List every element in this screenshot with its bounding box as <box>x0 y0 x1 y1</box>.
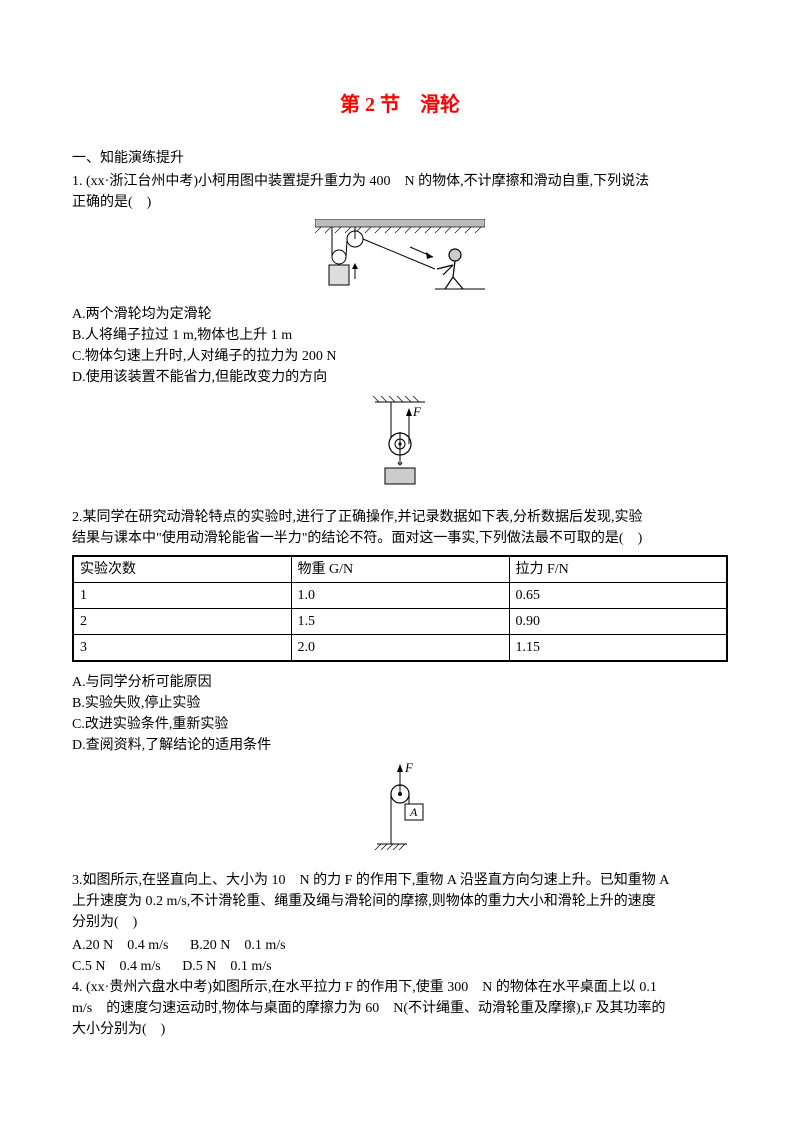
section-heading: 一、知能演练提升 <box>72 148 728 169</box>
q1-stem-line2: 正确的是( ) <box>72 192 728 213</box>
q1-option-a: A.两个滑轮均为定滑轮 <box>72 304 728 325</box>
q2-th-1: 实验次数 <box>73 556 291 583</box>
q3-option-d: D.5 N 0.1 m/s <box>182 956 271 977</box>
q3-option-a: A.20 N 0.4 m/s <box>72 935 168 956</box>
q2-r2c2: 1.5 <box>291 609 509 635</box>
q3-option-c: C.5 N 0.4 m/s <box>72 956 161 977</box>
q4-stem-line1: 4. (xx·贵州六盘水中考)如图所示,在水平拉力 F 的作用下,使重 300 … <box>72 977 728 998</box>
q3-stem-line3: 分别为( ) <box>72 912 728 933</box>
q1-option-b: B.人将绳子拉过 1 m,物体也上升 1 m <box>72 325 728 346</box>
q2-figure: F <box>72 394 728 501</box>
q2-r1c2: 1.0 <box>291 583 509 609</box>
q2-option-d: D.查阅资料,了解结论的适用条件 <box>72 735 728 756</box>
q3-force-label: F <box>404 762 414 775</box>
q2-option-a: A.与同学分析可能原因 <box>72 672 728 693</box>
q1-option-c: C.物体匀速上升时,人对绳子的拉力为 200 N <box>72 346 728 367</box>
q2-option-c: C.改进实验条件,重新实验 <box>72 714 728 735</box>
q3-stem-line2: 上升速度为 0.2 m/s,不计滑轮重、绳重及绳与滑轮间的摩擦,则物体的重力大小… <box>72 891 728 912</box>
q2-th-3: 拉力 F/N <box>509 556 727 583</box>
q3-stem-line1: 3.如图所示,在竖直向上、大小为 10 N 的力 F 的作用下,重物 A 沿竖直… <box>72 870 728 891</box>
q2-r1c1: 1 <box>73 583 291 609</box>
q4-stem-line3: 大小分别为( ) <box>72 1019 728 1040</box>
q2-r2c3: 0.90 <box>509 609 727 635</box>
q1-stem-line1: 1. (xx·浙江台州中考)小柯用图中装置提升重力为 400 N 的物体,不计摩… <box>72 171 728 192</box>
q2-r3c2: 2.0 <box>291 635 509 662</box>
q3-option-b: B.20 N 0.1 m/s <box>190 935 286 956</box>
q2-stem-line1: 2.某同学在研究动滑轮特点的实验时,进行了正确操作,并记录数据如下表,分析数据后… <box>72 507 728 528</box>
q2-option-b: B.实验失败,停止实验 <box>72 693 728 714</box>
q3-figure: F A <box>72 762 728 864</box>
q1-option-d: D.使用该装置不能省力,但能改变力的方向 <box>72 367 728 388</box>
q2-stem-line2: 结果与课本中"使用动滑轮能省一半力"的结论不符。面对这一事实,下列做法最不可取的… <box>72 528 728 549</box>
force-label-f: F <box>412 404 422 419</box>
q4-stem-line2: m/s 的速度匀速运动时,物体与桌面的摩擦力为 60 N(不计绳重、动滑轮重及摩… <box>72 998 728 1019</box>
q2-r1c3: 0.65 <box>509 583 727 609</box>
q2-r2c1: 2 <box>73 609 291 635</box>
q2-th-2: 物重 G/N <box>291 556 509 583</box>
page-title: 第 2 节 滑轮 <box>72 90 728 120</box>
q1-figure <box>72 219 728 298</box>
q2-table: 实验次数 物重 G/N 拉力 F/N 1 1.0 0.65 2 1.5 0.90… <box>72 555 728 662</box>
q2-r3c1: 3 <box>73 635 291 662</box>
q3-box-label: A <box>409 805 418 819</box>
q2-r3c3: 1.15 <box>509 635 727 662</box>
